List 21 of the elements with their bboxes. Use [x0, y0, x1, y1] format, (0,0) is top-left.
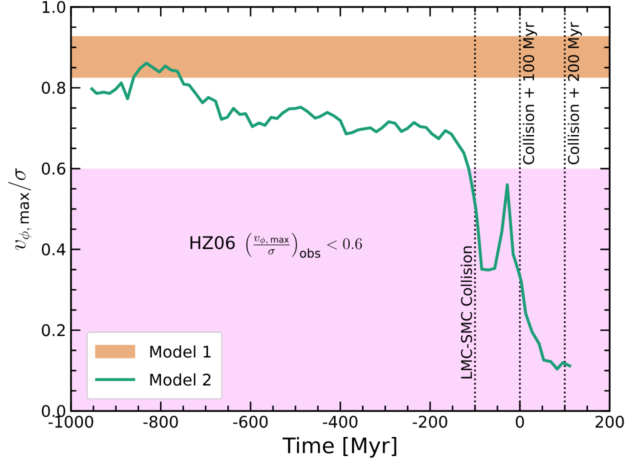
x-tick-label: -800	[143, 416, 178, 428]
x-tick-label: -200	[412, 416, 448, 428]
x-tick-label: -1000	[48, 416, 94, 428]
x-tick-label: 0	[516, 416, 524, 428]
y-tick-label: 0.4	[42, 243, 66, 256]
legend-label: Model 1	[150, 345, 211, 358]
legend-label: Model 2	[150, 373, 210, 386]
x-axis-title: Time [Myr]	[282, 436, 396, 458]
y-axis-title: $v_{\phi,\,\mathrm{max}}/\sigma$	[8, 168, 32, 250]
y-tick-label: 0.0	[42, 404, 66, 418]
y-tick-label: 0.2	[42, 324, 65, 336]
x-tick-label: -400	[322, 416, 358, 428]
y-tick-label: 0.6	[42, 162, 66, 175]
ref-line-label: LMC-SMC Collision	[460, 246, 472, 378]
y-tick-label: 1.0	[42, 0, 66, 14]
ref-line-label: Collision + 200 Myr	[568, 22, 582, 164]
annotation: $\mathrm{HZ06}\ \left(\frac{v_{\phi,\,\mathrm{max}}}{\sigma}\right)_{\mathrm{obs}} < 0.6$	[190, 232, 362, 258]
ref-line-label: Collision + 100 Myr	[522, 22, 538, 164]
x-tick-label: 200	[596, 416, 624, 428]
x-tick-label: -600	[233, 416, 268, 428]
y-tick-label: 0.8	[42, 82, 66, 94]
